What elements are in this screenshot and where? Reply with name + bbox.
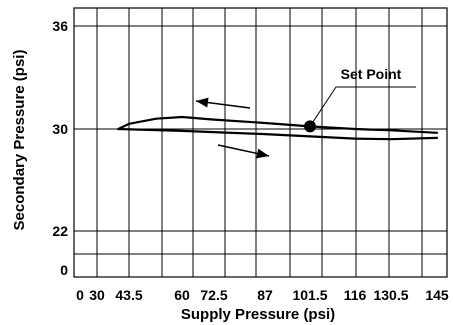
x-tick-label: 145 (425, 287, 449, 303)
x-tick-label: 0 (76, 287, 84, 303)
x-tick-label: 72.5 (200, 287, 227, 303)
increasing-pressure-curve (117, 127, 439, 141)
plot-frame (73, 7, 448, 278)
set-point-leader (309, 86, 416, 127)
y-tick-label: 0 (60, 262, 68, 278)
left-arrow (195, 97, 251, 109)
x-tick-label: 130.5 (373, 287, 408, 303)
y-axis-title: Secondary Pressure (psi) (11, 50, 28, 231)
set-point-label: Set Point (341, 66, 402, 82)
y-tick-label: 30 (52, 121, 68, 137)
direction-arrows (195, 97, 270, 159)
set-point-marker (304, 120, 316, 133)
x-tick-label: 60 (174, 287, 190, 303)
x-tick-label: 87 (257, 287, 273, 303)
annotations: Set Point (304, 66, 416, 133)
tick-labels: 0 30 43.5 60 72.5 87 101.5 116 130.5 145 0 22 30 36 (52, 18, 448, 303)
decreasing-pressure-curve (117, 115, 439, 134)
x-tick-label: 30 (89, 287, 105, 303)
x-tick-label: 116 (344, 287, 367, 303)
y-tick-label: 22 (52, 223, 68, 239)
hysteresis-curves (117, 115, 439, 141)
x-tick-label: 101.5 (292, 287, 327, 303)
x-axis-title: Supply Pressure (psi) (181, 306, 335, 323)
y-tick-label: 36 (52, 18, 68, 34)
grid (73, 7, 448, 278)
x-tick-label: 43.5 (115, 287, 142, 303)
right-arrow (217, 144, 270, 159)
